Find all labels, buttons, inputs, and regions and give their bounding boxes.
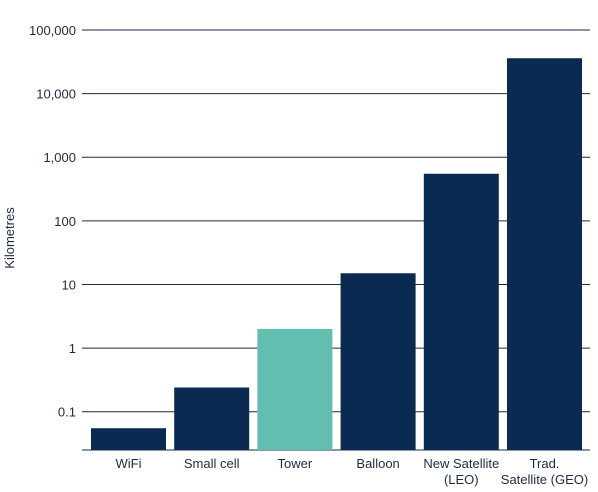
x-category-label: Small cell (184, 456, 240, 471)
y-tick-label: 10 (62, 277, 76, 292)
bar (507, 58, 582, 450)
bar (257, 328, 333, 450)
x-category-label: Balloon (356, 456, 399, 471)
bar (423, 173, 499, 450)
bar (174, 387, 250, 450)
x-category-label: WiFi (116, 456, 142, 471)
y-tick-label: 0.1 (58, 405, 76, 420)
x-category-label: Trad. Satellite (GEO) (501, 456, 588, 487)
gridlines (82, 29, 590, 451)
bar (340, 273, 416, 450)
y-tick-label: 1,000 (43, 150, 76, 165)
x-category-label: Tower (278, 456, 313, 471)
y-axis-title: Kilometres (2, 207, 17, 269)
y-tick-label: 100 (54, 214, 76, 229)
bars (91, 58, 582, 450)
y-tick-label: 10,000 (36, 87, 76, 102)
bar (91, 428, 166, 450)
x-category-label: New Satellite (LEO) (423, 456, 499, 487)
x-axis-categories: WiFi Small cell Tower Balloon New Satellite(… (116, 456, 589, 487)
y-axis-ticks: 0.1 1 10 100 1,000 10,000 100,000 (29, 23, 76, 420)
y-tick-label: 1 (69, 341, 76, 356)
y-tick-label: 100,000 (29, 23, 76, 38)
